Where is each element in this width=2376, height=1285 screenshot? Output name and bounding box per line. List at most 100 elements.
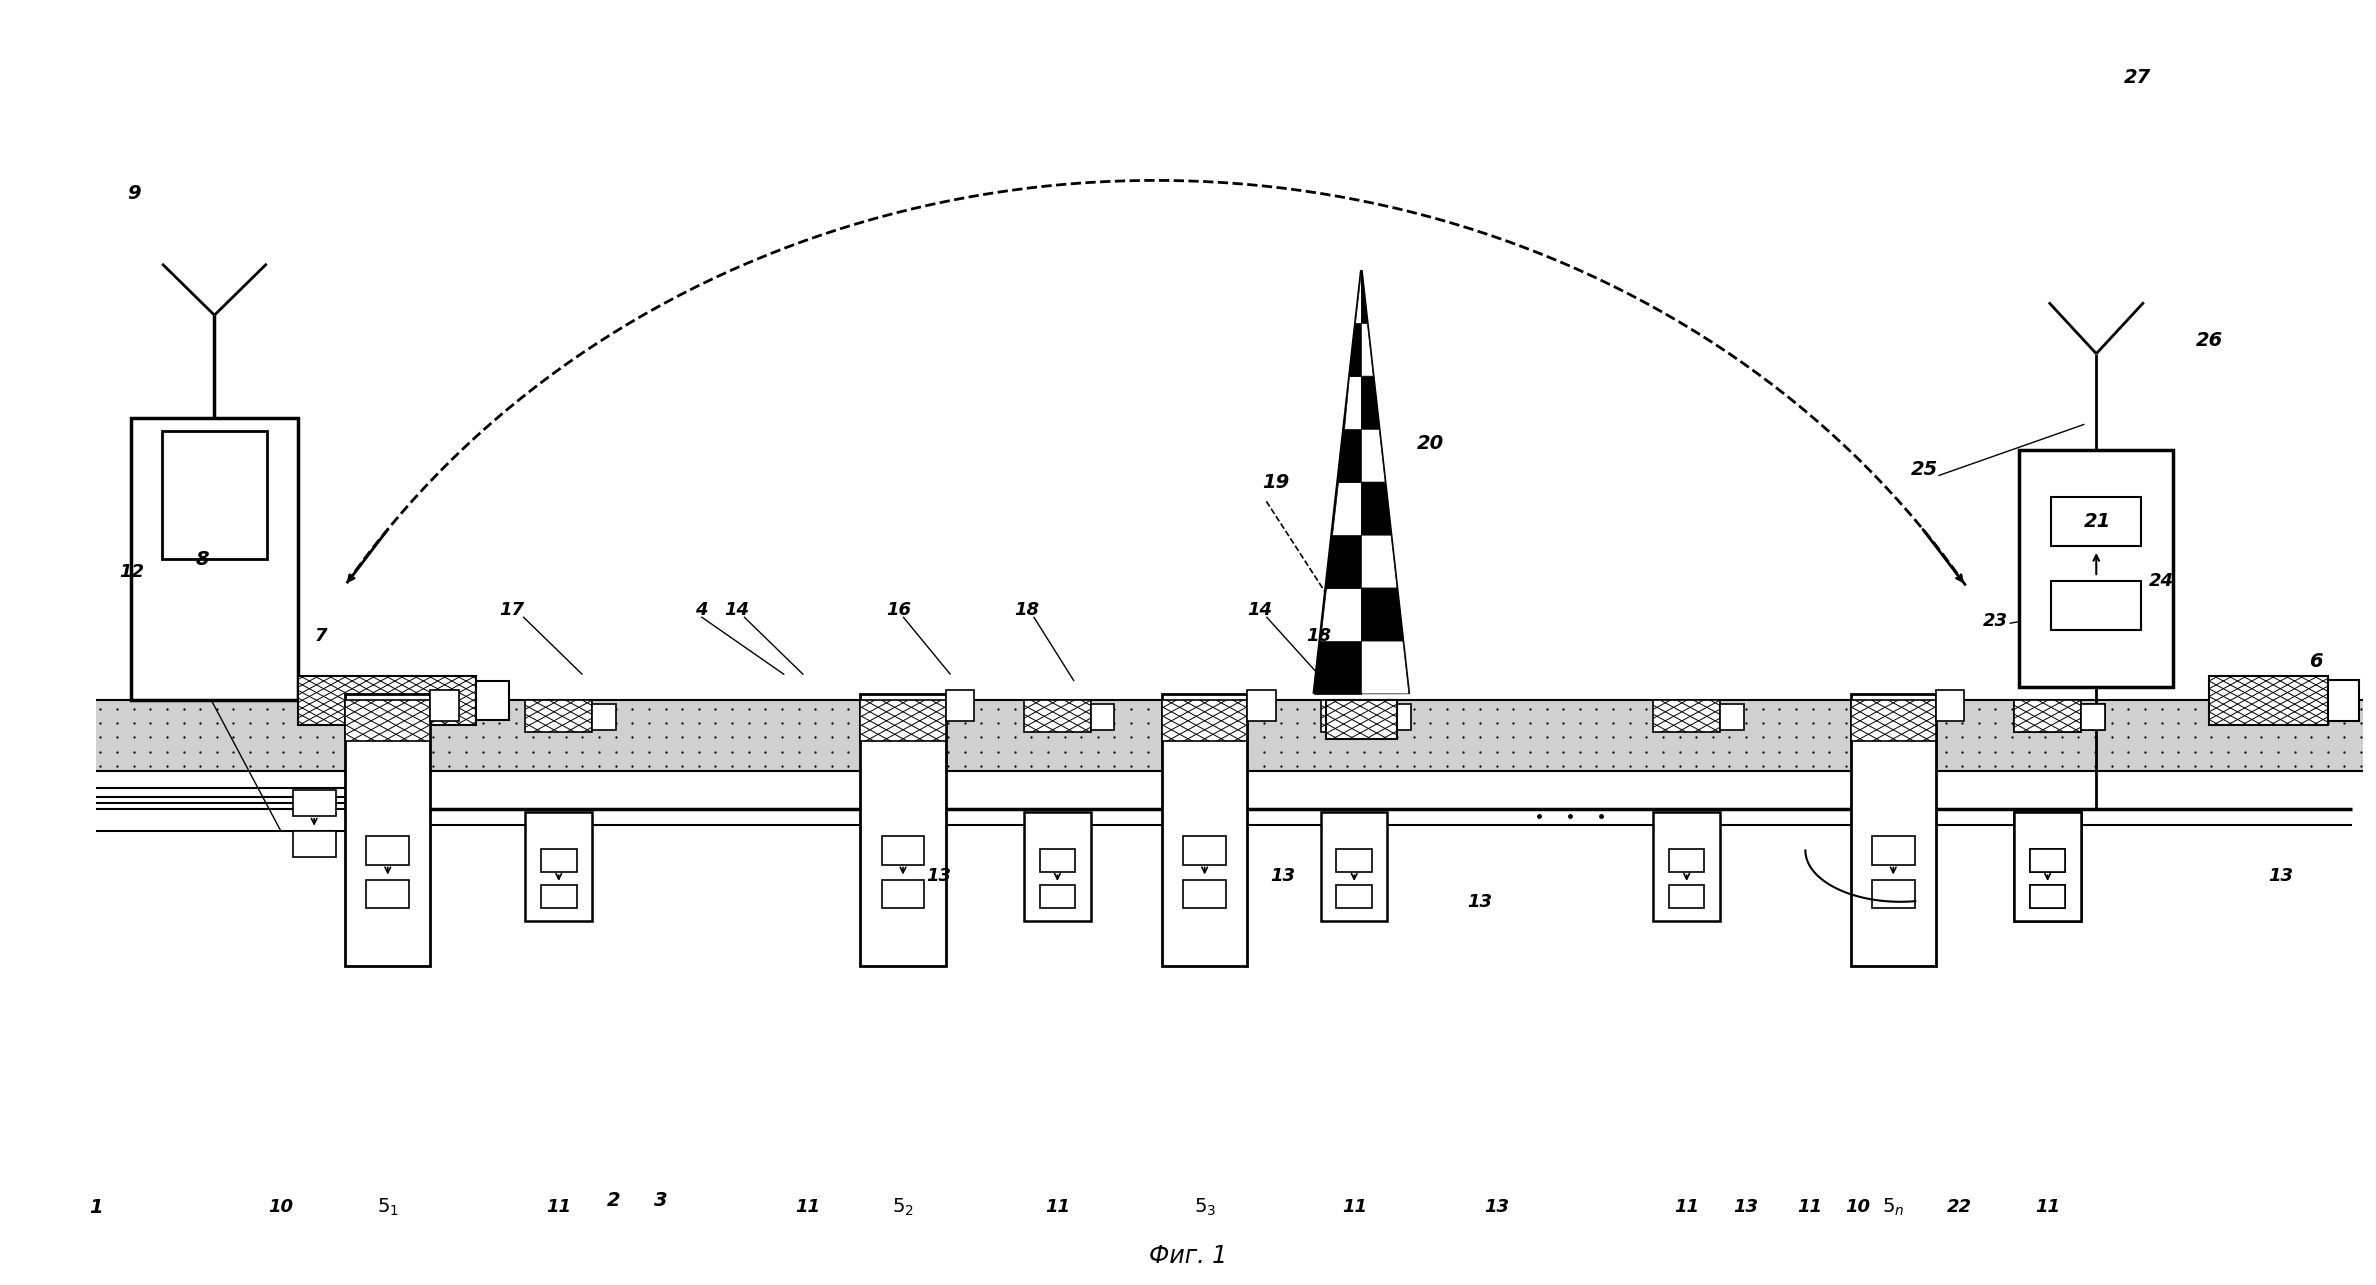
Text: 13: 13 <box>2267 867 2293 885</box>
Polygon shape <box>1361 535 1397 589</box>
Bar <box>1851 700 1936 741</box>
Bar <box>881 837 924 865</box>
Polygon shape <box>1361 482 1390 535</box>
Bar <box>525 812 592 921</box>
Bar <box>345 700 430 741</box>
Polygon shape <box>1326 535 1361 589</box>
Text: 12: 12 <box>119 563 145 581</box>
Bar <box>1872 880 1915 908</box>
Bar <box>2081 704 2105 730</box>
Text: 19: 19 <box>1262 473 1290 492</box>
Polygon shape <box>1350 324 1361 377</box>
Text: 14: 14 <box>1247 601 1271 619</box>
Bar <box>542 885 577 908</box>
Text: $5_2$: $5_2$ <box>891 1196 915 1218</box>
Text: $5_3$: $5_3$ <box>1193 1196 1217 1218</box>
Polygon shape <box>1354 270 1361 324</box>
Text: 4: 4 <box>694 601 708 619</box>
Bar <box>1654 700 1720 732</box>
Bar <box>525 700 592 732</box>
Polygon shape <box>1361 270 1366 324</box>
Bar <box>1162 694 1247 966</box>
Text: 9: 9 <box>126 184 140 203</box>
Bar <box>1321 700 1388 732</box>
Bar <box>1183 837 1226 865</box>
Text: 11: 11 <box>546 1199 570 1217</box>
Text: 11: 11 <box>2036 1199 2060 1217</box>
Text: 27: 27 <box>2124 68 2153 87</box>
Text: 10: 10 <box>1846 1199 1870 1217</box>
Bar <box>1872 837 1915 865</box>
Bar <box>860 700 946 741</box>
Bar <box>881 880 924 908</box>
Text: 7: 7 <box>316 627 328 645</box>
Text: 21: 21 <box>2084 511 2112 531</box>
Text: 8: 8 <box>195 550 209 568</box>
Text: 3: 3 <box>653 1191 668 1210</box>
Bar <box>95 700 2364 771</box>
Bar <box>1335 849 1371 873</box>
Text: 25: 25 <box>1910 460 1939 479</box>
Bar <box>131 418 297 700</box>
Text: 13: 13 <box>1734 1199 1758 1217</box>
Polygon shape <box>1361 429 1385 482</box>
Bar <box>1091 704 1114 730</box>
Bar <box>1335 885 1371 908</box>
Polygon shape <box>1361 589 1402 641</box>
Text: 11: 11 <box>796 1199 820 1217</box>
Text: 13: 13 <box>1468 893 1492 911</box>
Bar <box>1851 694 1936 966</box>
Bar <box>1668 849 1704 873</box>
Bar <box>297 676 475 725</box>
Bar <box>1936 690 1965 721</box>
Text: 14: 14 <box>725 601 748 619</box>
Text: 23: 23 <box>1984 612 2008 630</box>
Text: 18: 18 <box>1015 601 1038 619</box>
Bar <box>2328 680 2359 721</box>
Bar <box>292 790 335 816</box>
Bar <box>1041 885 1076 908</box>
Polygon shape <box>1331 482 1361 535</box>
Text: 11: 11 <box>1799 1199 1822 1217</box>
Text: $5_n$: $5_n$ <box>1882 1196 1906 1218</box>
Bar <box>1024 812 1091 921</box>
Text: 13: 13 <box>1271 867 1295 885</box>
Text: 1: 1 <box>88 1198 102 1217</box>
Text: 20: 20 <box>1416 434 1445 454</box>
Text: 24: 24 <box>2148 572 2174 590</box>
Bar <box>345 694 430 966</box>
Text: 11: 11 <box>1342 1199 1366 1217</box>
Text: Фиг. 1: Фиг. 1 <box>1150 1244 1226 1268</box>
Bar <box>1326 700 1397 739</box>
Bar <box>2081 704 2105 730</box>
Bar <box>366 837 409 865</box>
Polygon shape <box>1361 641 1409 694</box>
Bar <box>2210 676 2328 725</box>
Bar <box>2015 700 2081 732</box>
Bar <box>1321 812 1388 921</box>
Bar <box>1024 700 1091 732</box>
Bar <box>2029 885 2065 908</box>
Bar <box>1247 690 1276 721</box>
Text: 18: 18 <box>1307 627 1331 645</box>
Polygon shape <box>1342 377 1361 429</box>
Bar <box>2029 885 2065 908</box>
Text: 13: 13 <box>1485 1199 1509 1217</box>
Text: 16: 16 <box>886 601 910 619</box>
Bar <box>2015 812 2081 921</box>
Bar <box>162 430 266 559</box>
Text: 26: 26 <box>2195 332 2222 351</box>
Bar <box>1668 885 1704 908</box>
Bar <box>2029 849 2065 873</box>
Bar <box>1183 880 1226 908</box>
Bar <box>1162 700 1247 741</box>
Text: 22: 22 <box>1948 1199 1972 1217</box>
Bar <box>2015 812 2081 921</box>
Bar <box>1654 812 1720 921</box>
Bar <box>2020 450 2174 687</box>
Bar <box>430 690 459 721</box>
Bar <box>475 681 508 720</box>
Bar <box>860 694 946 966</box>
Bar <box>542 849 577 873</box>
Polygon shape <box>1314 641 1361 694</box>
